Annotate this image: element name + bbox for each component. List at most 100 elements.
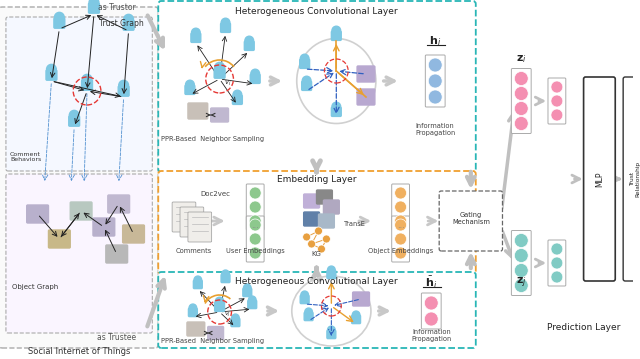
FancyBboxPatch shape	[123, 20, 134, 30]
FancyBboxPatch shape	[46, 70, 57, 80]
FancyBboxPatch shape	[221, 274, 230, 283]
FancyBboxPatch shape	[188, 212, 212, 242]
Text: TransE: TransE	[344, 221, 366, 227]
FancyBboxPatch shape	[319, 214, 334, 228]
FancyBboxPatch shape	[323, 200, 339, 214]
FancyBboxPatch shape	[232, 95, 243, 104]
FancyBboxPatch shape	[243, 288, 252, 297]
Text: $v_j$: $v_j$	[223, 311, 230, 320]
Text: PPR-Based  Neighbor Sampling: PPR-Based Neighbor Sampling	[161, 136, 264, 142]
FancyBboxPatch shape	[180, 207, 204, 237]
FancyBboxPatch shape	[172, 202, 196, 232]
FancyBboxPatch shape	[511, 230, 531, 295]
Circle shape	[515, 102, 528, 116]
FancyBboxPatch shape	[208, 326, 223, 340]
Circle shape	[395, 247, 406, 259]
Circle shape	[328, 326, 335, 334]
FancyBboxPatch shape	[106, 245, 127, 263]
Circle shape	[428, 58, 442, 72]
Text: Heterogeneous Convolutional Layer: Heterogeneous Convolutional Layer	[236, 6, 398, 15]
FancyBboxPatch shape	[118, 86, 129, 96]
Circle shape	[186, 80, 195, 89]
FancyBboxPatch shape	[108, 195, 129, 213]
FancyBboxPatch shape	[357, 89, 375, 105]
Circle shape	[314, 227, 323, 235]
FancyBboxPatch shape	[351, 315, 360, 323]
FancyBboxPatch shape	[421, 293, 441, 329]
FancyBboxPatch shape	[185, 85, 195, 94]
Circle shape	[89, 0, 99, 7]
FancyBboxPatch shape	[327, 270, 336, 279]
Circle shape	[428, 90, 442, 104]
Text: Social Internet of Things: Social Internet of Things	[28, 346, 131, 355]
Circle shape	[395, 215, 406, 227]
Circle shape	[395, 201, 406, 213]
Circle shape	[551, 95, 563, 107]
FancyBboxPatch shape	[158, 272, 476, 348]
Text: Prediction Layer: Prediction Layer	[547, 322, 620, 331]
FancyBboxPatch shape	[158, 1, 476, 172]
Circle shape	[233, 90, 242, 99]
Circle shape	[215, 297, 224, 306]
Circle shape	[428, 74, 442, 88]
FancyBboxPatch shape	[0, 7, 158, 348]
Circle shape	[54, 12, 64, 22]
Circle shape	[424, 296, 438, 310]
FancyBboxPatch shape	[188, 103, 208, 119]
Circle shape	[323, 235, 330, 243]
Circle shape	[245, 36, 253, 45]
FancyBboxPatch shape	[426, 55, 445, 107]
FancyBboxPatch shape	[439, 191, 502, 251]
Circle shape	[47, 64, 56, 74]
Circle shape	[305, 308, 312, 316]
FancyBboxPatch shape	[300, 59, 310, 69]
Text: PPR-Based  Neighbor Sampling: PPR-Based Neighbor Sampling	[161, 338, 264, 344]
Text: as Trustor: as Trustor	[98, 3, 136, 11]
Circle shape	[249, 215, 261, 227]
Circle shape	[249, 233, 261, 245]
Text: as Trustee: as Trustee	[97, 332, 136, 341]
FancyBboxPatch shape	[392, 216, 410, 262]
Text: Embedding Layer: Embedding Layer	[276, 176, 356, 185]
FancyBboxPatch shape	[548, 240, 566, 286]
Circle shape	[69, 110, 79, 120]
FancyBboxPatch shape	[221, 23, 230, 32]
Text: Information
Propagation: Information Propagation	[415, 122, 455, 135]
FancyBboxPatch shape	[193, 280, 202, 289]
Text: ...: ...	[252, 222, 259, 230]
Text: KG: KG	[312, 251, 321, 257]
Circle shape	[395, 187, 406, 199]
Circle shape	[124, 14, 134, 24]
FancyBboxPatch shape	[250, 74, 260, 83]
Circle shape	[249, 247, 261, 259]
Text: User Embeddings: User Embeddings	[226, 248, 285, 254]
Circle shape	[395, 219, 406, 231]
Text: $\mathbf{z}_i$: $\mathbf{z}_i$	[516, 53, 527, 65]
Text: MLP: MLP	[595, 171, 604, 187]
FancyBboxPatch shape	[54, 18, 65, 28]
Circle shape	[328, 266, 335, 274]
Circle shape	[515, 71, 528, 85]
Circle shape	[515, 117, 528, 131]
Text: Comments: Comments	[176, 248, 212, 254]
Circle shape	[515, 248, 528, 262]
Circle shape	[302, 76, 311, 85]
FancyBboxPatch shape	[187, 322, 205, 336]
Text: Object Graph: Object Graph	[12, 284, 58, 290]
Text: Heterogeneous Convolutional Layer: Heterogeneous Convolutional Layer	[236, 276, 398, 285]
FancyBboxPatch shape	[303, 212, 319, 226]
FancyBboxPatch shape	[27, 205, 49, 223]
FancyBboxPatch shape	[623, 77, 640, 281]
Circle shape	[317, 245, 325, 253]
FancyBboxPatch shape	[357, 66, 375, 82]
Circle shape	[515, 279, 528, 293]
FancyBboxPatch shape	[584, 77, 615, 281]
FancyBboxPatch shape	[214, 302, 225, 311]
Circle shape	[332, 102, 340, 111]
FancyBboxPatch shape	[93, 218, 115, 236]
FancyBboxPatch shape	[244, 41, 254, 50]
FancyBboxPatch shape	[353, 292, 369, 306]
Text: $\bar{\mathbf{h}}_i$: $\bar{\mathbf{h}}_i$	[425, 275, 437, 291]
FancyBboxPatch shape	[248, 300, 257, 309]
FancyBboxPatch shape	[211, 108, 228, 122]
